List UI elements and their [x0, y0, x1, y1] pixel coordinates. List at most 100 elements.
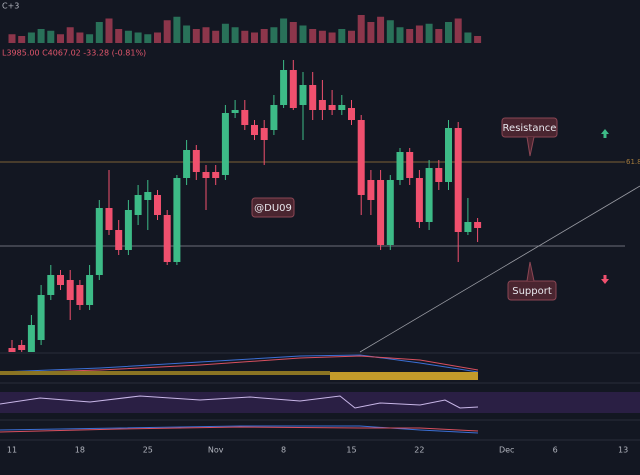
- volume-bar: [270, 27, 278, 43]
- x-tick-label: 13: [618, 446, 628, 455]
- candle-body: [464, 222, 472, 232]
- volume-bar: [377, 16, 385, 43]
- candle-body: [192, 150, 200, 172]
- volume-bar: [18, 36, 26, 43]
- candle-body: [173, 178, 181, 262]
- x-tick-label: 6: [553, 446, 558, 455]
- candle-body: [221, 113, 229, 175]
- macd-histogram: [0, 371, 330, 375]
- annotation: Resistance: [503, 123, 557, 134]
- volume-bar: [231, 27, 239, 43]
- volume-bar: [202, 27, 210, 43]
- volume-bar: [464, 32, 472, 43]
- candle-body: [57, 275, 64, 285]
- candle-body: [154, 195, 161, 215]
- volume-bar: [86, 34, 94, 43]
- signal-line: [0, 355, 479, 374]
- volume-bar: [260, 29, 268, 43]
- fib-label: 61.8(: [626, 158, 640, 166]
- volume-bar: [37, 29, 45, 43]
- candle-body: [18, 345, 26, 350]
- candle-body: [183, 150, 191, 178]
- volume-bar: [386, 20, 394, 43]
- volume-bar: [357, 15, 365, 43]
- candle-body: [377, 180, 385, 245]
- candle-body: [66, 280, 74, 300]
- candle-body: [95, 208, 103, 275]
- candle-body: [163, 215, 171, 262]
- volume-bar: [163, 20, 171, 43]
- candle-body: [37, 295, 45, 340]
- candle-body: [202, 172, 210, 178]
- candle-body: [251, 125, 258, 135]
- volume-bar: [251, 32, 258, 43]
- volume-bar: [115, 29, 123, 43]
- volume-bar: [76, 32, 84, 43]
- candle-body: [280, 70, 288, 105]
- candle-body: [144, 192, 152, 200]
- annotation-box: [251, 197, 295, 218]
- rsi-band: [0, 392, 640, 413]
- volume-bar: [338, 29, 346, 43]
- candle-body: [357, 120, 365, 195]
- volume-bar: [173, 16, 181, 43]
- volume-bar: [105, 18, 113, 43]
- candle-body: [435, 168, 443, 182]
- volume-bar: [66, 27, 74, 43]
- macd-line: [0, 354, 479, 373]
- volume-bar: [8, 34, 16, 43]
- volume-bar: [415, 25, 423, 43]
- down-arrow: [601, 275, 609, 284]
- volume-bar: [280, 18, 288, 43]
- volume-bar: [289, 22, 297, 43]
- x-tick-label: 15: [346, 446, 356, 455]
- volume-bar: [396, 27, 404, 43]
- annotation-pointer: [526, 261, 535, 282]
- candle-body: [309, 85, 317, 110]
- candle-body: [425, 168, 433, 222]
- candle-body: [445, 128, 452, 182]
- candle-body: [289, 70, 297, 108]
- candle-body: [348, 108, 355, 120]
- candle-body: [299, 85, 307, 105]
- volume-bar: [309, 29, 317, 43]
- x-tick-label: 22: [414, 446, 424, 455]
- candle-body: [212, 172, 220, 178]
- header: C+3: [2, 2, 19, 11]
- annotation: Support: [512, 286, 552, 297]
- rsi-line: [0, 395, 479, 409]
- candle-body: [474, 222, 482, 228]
- x-tick-label: Nov: [208, 446, 224, 455]
- candle-body: [318, 100, 326, 110]
- candle-body: [406, 152, 414, 178]
- candle-body: [115, 230, 123, 250]
- candle-body: [386, 180, 394, 245]
- candle-body: [415, 178, 423, 222]
- volume-bar: [192, 29, 200, 43]
- candle-body: [231, 110, 239, 113]
- volume-bar: [95, 22, 103, 43]
- volume-bar: [435, 29, 443, 43]
- candle-body: [454, 128, 462, 232]
- candle-body: [396, 152, 404, 180]
- volume-bar: [47, 30, 55, 43]
- x-tick-label: Dec: [499, 446, 514, 455]
- volume-bar: [318, 30, 326, 43]
- candle-body: [105, 208, 113, 230]
- x-tick-label: 25: [143, 446, 153, 455]
- candle-body: [260, 128, 268, 140]
- volume-bar: [348, 30, 355, 43]
- stoch-line: [0, 425, 479, 434]
- candle-body: [270, 105, 278, 130]
- up-arrow: [601, 129, 609, 138]
- volume-bar: [406, 29, 414, 43]
- candle-body: [241, 110, 249, 125]
- volume-bar: [425, 23, 433, 43]
- volume-bar: [299, 25, 307, 43]
- volume-bar: [183, 25, 191, 43]
- candle-body: [134, 195, 142, 215]
- volume-bar: [445, 22, 452, 43]
- stoch-line: [0, 426, 479, 433]
- volume-bar: [328, 32, 336, 43]
- x-tick-label: 18: [75, 446, 85, 455]
